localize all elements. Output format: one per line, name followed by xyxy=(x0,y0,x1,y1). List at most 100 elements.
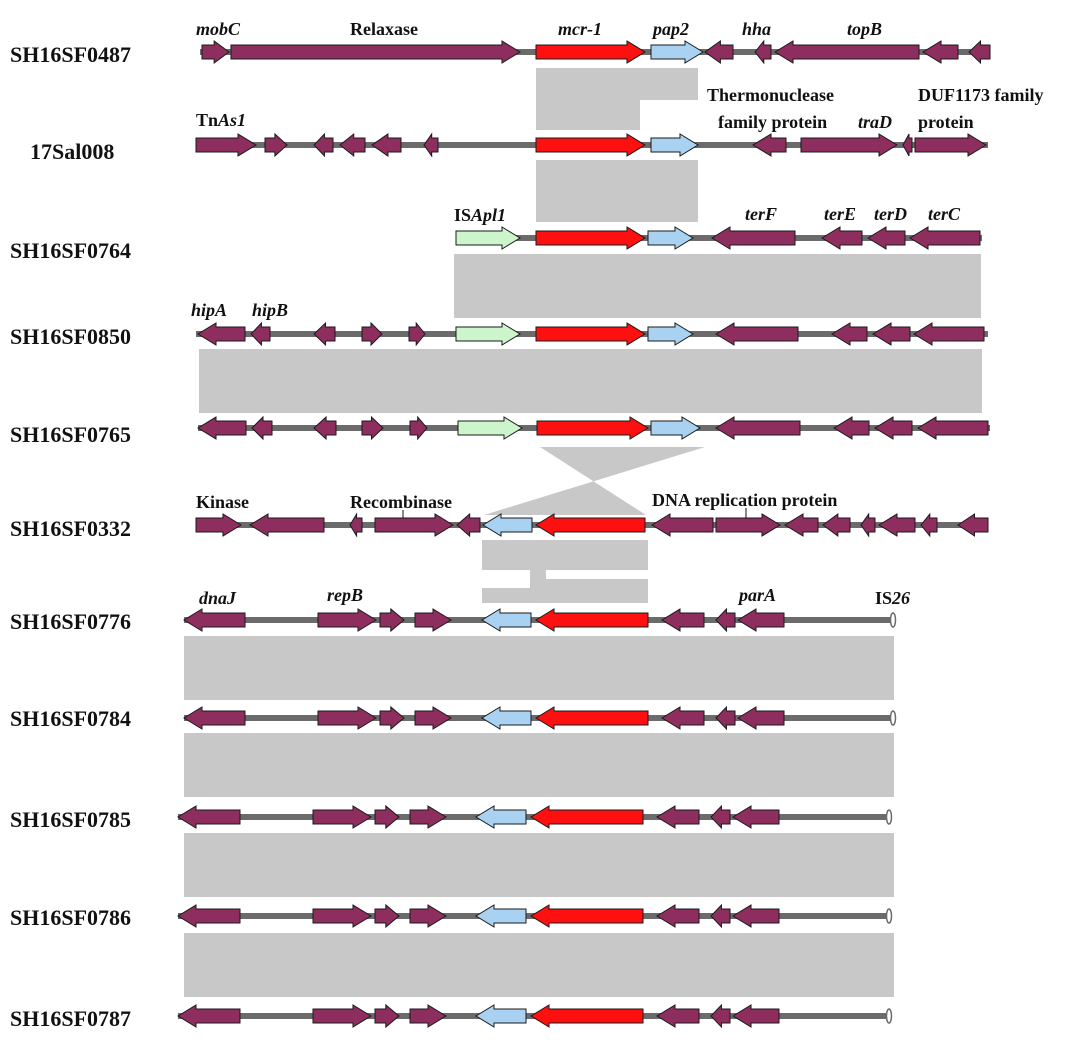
isapl1-gene-arrow xyxy=(455,322,521,346)
gene-label-repb: repB xyxy=(327,585,363,605)
track-sh16sf0332 xyxy=(195,512,989,538)
gene-arrow xyxy=(752,133,787,157)
gene-arrow xyxy=(737,608,785,632)
gene-arrow xyxy=(957,513,989,537)
gene-arrow xyxy=(754,39,772,65)
mcr1-gene-arrow xyxy=(535,40,646,64)
gene-arrow xyxy=(349,512,363,538)
gene-arrow xyxy=(867,226,906,250)
gene-arrow xyxy=(656,904,700,928)
gene-label-terd: terD xyxy=(874,204,907,224)
gene-tracks-layer xyxy=(177,39,991,1029)
gene-arrow xyxy=(737,706,785,730)
gene-arrow xyxy=(821,226,863,250)
pap2-gene-arrow xyxy=(482,513,533,537)
mcr1-gene-arrow xyxy=(535,513,646,537)
gene-arrow xyxy=(317,608,377,632)
pap2-gene-arrow xyxy=(475,1004,527,1028)
gene-label-pap2: pap2 xyxy=(651,19,689,39)
mcr1-gene-arrow xyxy=(535,322,646,346)
gene-arrow xyxy=(195,133,257,157)
gene-arrow xyxy=(313,321,336,347)
gene-arrow xyxy=(423,132,439,158)
gene-arrow xyxy=(715,322,799,346)
gene-arrow xyxy=(414,706,452,730)
gene-arrow xyxy=(774,40,920,64)
gene-arrow xyxy=(183,608,246,632)
is26-end-marker xyxy=(885,809,893,825)
gene-label-terf: terF xyxy=(745,204,777,224)
strain-label-sh16sf0784: SH16SF0784 xyxy=(10,706,131,731)
gene-arrow xyxy=(732,904,780,928)
gene-arrow xyxy=(409,805,447,829)
gene-label-kinase: Kinase xyxy=(196,492,249,512)
gene-arrow xyxy=(710,903,731,929)
gene-label-para: parA xyxy=(737,585,776,605)
gene-label-isapl1: ISApl1 xyxy=(454,205,506,225)
gene-arrow xyxy=(920,512,938,538)
track-sh16sf0487 xyxy=(200,39,991,65)
mcr1-gene-arrow xyxy=(535,608,649,632)
gene-label-mobc: mobC xyxy=(196,19,241,39)
gene-arrow xyxy=(379,705,405,731)
gene-arrow xyxy=(371,133,402,157)
gene-label-hipa: hipA xyxy=(191,300,227,320)
strain-label-sh16sf0487: SH16SF0487 xyxy=(10,42,131,67)
gene-arrow xyxy=(414,608,452,632)
gene-arrow xyxy=(715,705,736,731)
mcr1-gene-arrow xyxy=(535,226,646,250)
strain-label-17sal008: 17Sal008 xyxy=(30,139,114,164)
pap2-gene-arrow xyxy=(650,133,699,157)
gene-arrow xyxy=(313,415,337,441)
gene-arrow xyxy=(312,805,372,829)
gene-arrow xyxy=(710,804,731,830)
gene-label-duf1173-line2: protein xyxy=(918,112,974,132)
gene-label-dnaj: dnaJ xyxy=(199,588,237,608)
gene-label-hha: hha xyxy=(742,19,771,39)
gene-arrow xyxy=(715,607,736,633)
track-sh16sf0765 xyxy=(197,415,990,441)
gene-arrow xyxy=(715,513,781,537)
pap2-gene-arrow xyxy=(475,805,527,829)
homology-shading-layer xyxy=(184,68,982,997)
gene-arrow xyxy=(374,903,400,929)
gene-arrow xyxy=(250,321,271,347)
gene-arrow xyxy=(661,706,705,730)
mcr1-gene-arrow xyxy=(535,706,649,730)
gene-arrow xyxy=(878,513,916,537)
mcr1-gene-arrow xyxy=(530,1004,644,1028)
homology-block-764-850 xyxy=(454,254,981,318)
gene-arrow xyxy=(251,415,273,441)
pap2-gene-arrow xyxy=(650,40,704,64)
homology-block-776-784 xyxy=(184,636,894,700)
track-sh16sf0787 xyxy=(177,1003,893,1029)
gene-label-thermonuclease-line1: Thermonuclease xyxy=(707,85,834,105)
track-sh16sf0784 xyxy=(183,705,897,731)
homology-block-487-sal008 xyxy=(536,68,698,130)
gene-label-recombinase: Recombinase xyxy=(350,492,452,512)
gene-arrow xyxy=(374,1003,400,1029)
gene-arrow xyxy=(656,805,700,829)
mcr1-gene-arrow xyxy=(530,805,644,829)
gene-label-tere: terE xyxy=(824,204,856,224)
is26-end-marker xyxy=(885,908,893,924)
pap2-gene-arrow xyxy=(481,706,532,730)
homology-block-785-786 xyxy=(184,833,894,897)
gene-arrow xyxy=(409,1004,447,1028)
gene-arrow xyxy=(408,321,426,347)
isapl1-gene-arrow xyxy=(457,416,523,440)
track-17sal008 xyxy=(195,132,988,158)
gene-arrow xyxy=(913,322,985,346)
isapl1-gene-arrow xyxy=(455,226,521,250)
gene-arrow xyxy=(710,1003,731,1029)
pap2-gene-arrow xyxy=(650,416,701,440)
gene-arrow xyxy=(800,133,898,157)
gene-arrow xyxy=(183,706,246,730)
is26-end-marker xyxy=(889,710,897,726)
gene-arrow xyxy=(317,706,377,730)
gene-label-relaxase: Relaxase xyxy=(350,19,418,39)
homology-block-786-787 xyxy=(184,933,894,997)
gene-label-topb: topB xyxy=(847,19,882,39)
gene-label-mcr1: mcr-1 xyxy=(558,19,602,39)
